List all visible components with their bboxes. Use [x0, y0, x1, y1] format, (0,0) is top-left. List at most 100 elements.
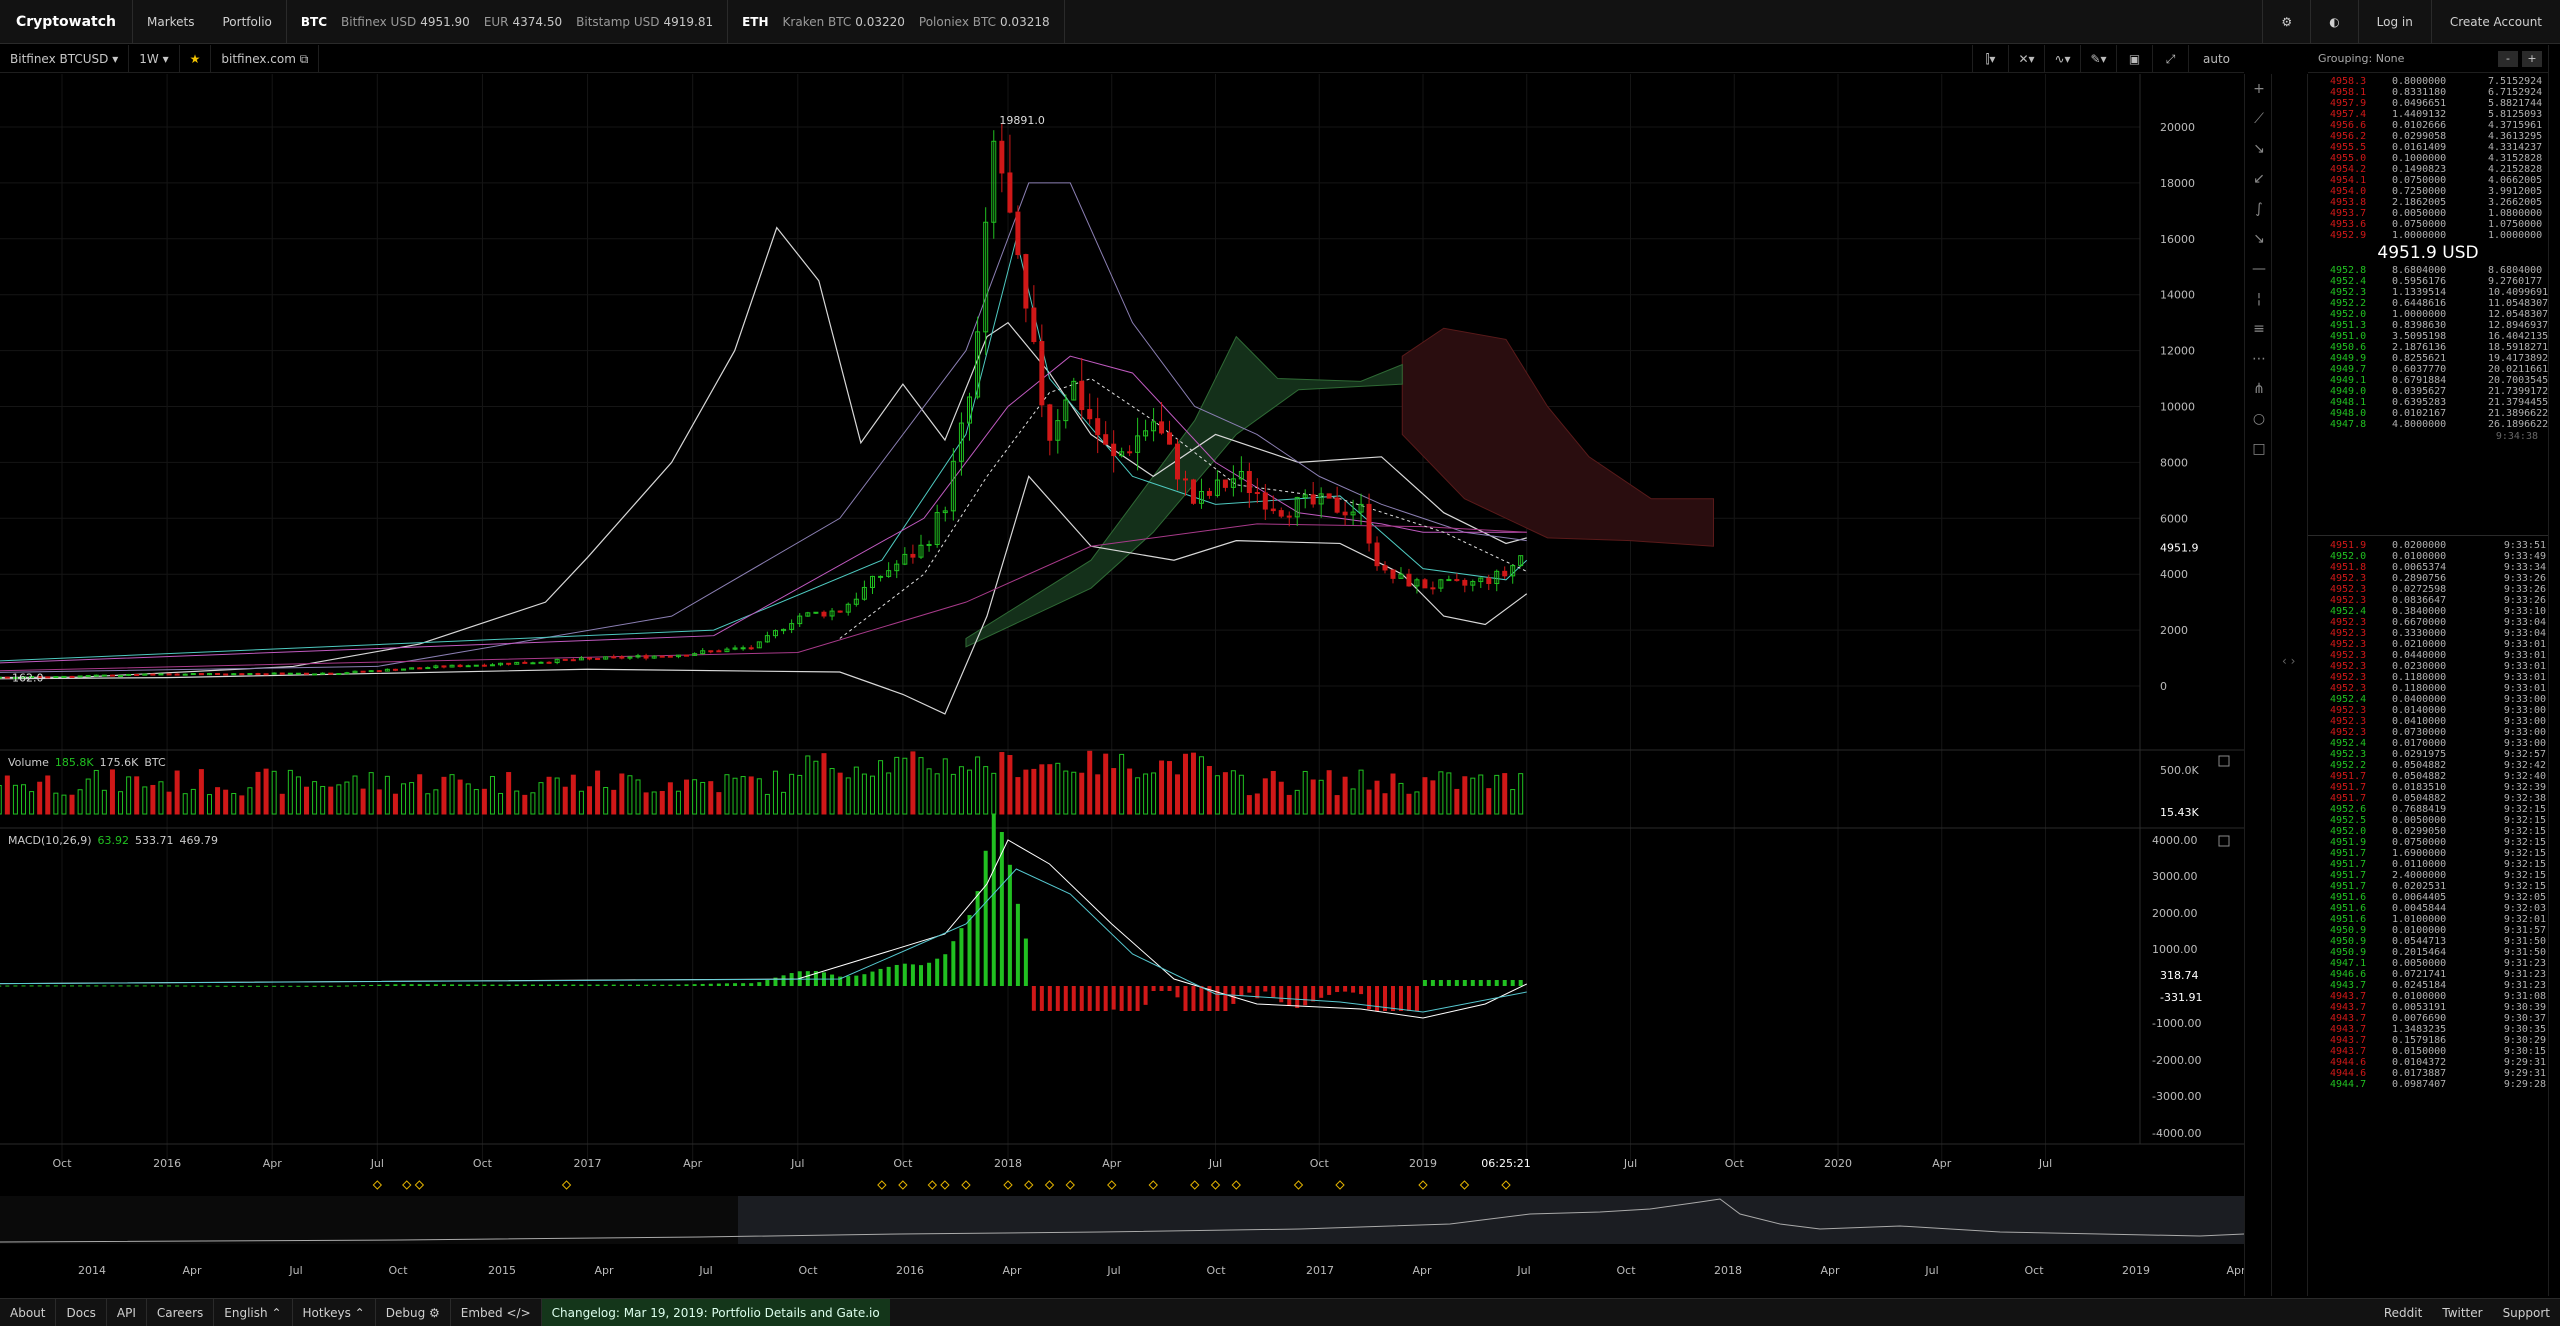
footer-docs[interactable]: Docs	[56, 1298, 107, 1326]
btc-ticker-group[interactable]: BTC Bitfinex USD 4951.90 EUR 4374.50 Bitst…	[287, 0, 727, 44]
embed-button[interactable]: Embed </>	[451, 1298, 542, 1326]
trade-amount: 0.0110000	[2392, 859, 2447, 870]
trendline-icon[interactable]: ⟋	[2254, 111, 2264, 127]
settings-gear-icon[interactable]: ⚙	[2262, 0, 2310, 44]
ask-row[interactable]: 4955.5 0.0161409 4.3314237	[2308, 142, 2548, 153]
footer-support[interactable]: Support	[2502, 1305, 2550, 1320]
trade-price: 4952.3	[2330, 749, 2367, 760]
bid-row[interactable]: 4952.2 0.6448616 11.0548307	[2308, 298, 2548, 309]
bid-row[interactable]: 4949.1 0.6791884 20.7003545	[2308, 375, 2548, 386]
interval-selector[interactable]: 1W ▾	[129, 44, 180, 73]
save-image-icon[interactable]: ▣	[2116, 45, 2152, 73]
arrow-icon[interactable]: ↙	[2253, 171, 2265, 187]
nav-markets[interactable]: Markets	[146, 14, 195, 29]
footer-api[interactable]: API	[107, 1298, 147, 1326]
bid-row[interactable]: 4947.8 4.8000000 26.1896622	[2308, 419, 2548, 430]
macd-histogram-bar	[304, 985, 309, 987]
btc-ticker-eur[interactable]: EUR 4374.50	[483, 14, 563, 29]
add-tool-icon[interactable]: +	[2253, 81, 2265, 97]
bid-row[interactable]: 4952.3 1.1339514 10.4099691	[2308, 287, 2548, 298]
ask-row[interactable]: 4957.9 0.0496651 5.8821744	[2308, 98, 2548, 109]
market-selector[interactable]: Bitfinex BTCUSD ▾	[0, 44, 130, 73]
draw-pencil-icon[interactable]: ✎▾	[2080, 45, 2116, 73]
chart-type-icon[interactable]: ⫿▾	[1972, 45, 2008, 73]
bid-row[interactable]: 4949.9 0.8255621 19.4173892	[2308, 353, 2548, 364]
bid-row[interactable]: 4951.3 0.8398630 12.8946937	[2308, 320, 2548, 331]
bid-row[interactable]: 4952.0 1.0000000 12.0548307	[2308, 309, 2548, 320]
language-selector[interactable]: English ⌃	[214, 1298, 293, 1326]
ask-row[interactable]: 4958.1 0.8331180 6.7152924	[2308, 87, 2548, 98]
bid-row[interactable]: 4948.1 0.6395283 21.3794455	[2308, 397, 2548, 408]
bid-row[interactable]: 4952.8 8.6804000 8.6804000	[2308, 265, 2548, 276]
scale-auto-toggle[interactable]: auto	[2188, 45, 2244, 73]
fib-icon[interactable]: ≡	[2253, 321, 2265, 337]
ask-row[interactable]: 4953.6 0.0750000 1.0750000	[2308, 219, 2548, 230]
channel-icon[interactable]: ⋯	[2252, 351, 2266, 367]
exchange-link[interactable]: bitfinex.com ⧉	[211, 44, 320, 73]
bid-row[interactable]: 4951.0 3.5095198 16.4042135	[2308, 331, 2548, 342]
candle-body	[910, 553, 916, 558]
macd-histogram-bar	[830, 974, 835, 986]
footer-reddit[interactable]: Reddit	[2383, 1305, 2423, 1320]
bid-row[interactable]: 4949.7 0.6037770 20.0211661	[2308, 364, 2548, 375]
eth-ticker-kraken[interactable]: Kraken BTC 0.03220	[782, 14, 905, 29]
ray-icon[interactable]: ↘	[2253, 141, 2265, 157]
event-marker	[1148, 1180, 1158, 1190]
favorite-star-icon[interactable]: ★	[180, 44, 212, 73]
brand-logo[interactable]: Cryptowatch	[0, 0, 133, 44]
footer-twitter[interactable]: Twitter	[2442, 1305, 2483, 1320]
btc-ticker-bitstamp[interactable]: Bitstamp USD 4919.81	[576, 14, 714, 29]
price-chart[interactable]: 0 2000 4000 6000 8000 10000 12000 14000 16000 180…	[0, 74, 2246, 1296]
ask-row[interactable]: 4958.3 0.8000000 7.5152924	[2308, 76, 2548, 87]
ask-row[interactable]: 4953.8 2.1862005 3.2662005	[2308, 197, 2548, 208]
bid-row[interactable]: 4952.4 0.5956176 9.2760177	[2308, 276, 2548, 287]
grouping-minus-button[interactable]: -	[2498, 50, 2518, 67]
hotkeys-menu[interactable]: Hotkeys ⌃	[293, 1298, 376, 1326]
bid-row[interactable]: 4949.0 0.0395627 21.7399172	[2308, 386, 2548, 397]
total-cell: 10.4099691	[2488, 287, 2549, 298]
crosshair-icon[interactable]: ✕▾	[2008, 45, 2044, 73]
fullscreen-icon[interactable]: ⤢	[2152, 45, 2188, 73]
ask-row[interactable]: 4955.0 0.1000000 4.3152828	[2308, 153, 2548, 164]
create-account-button[interactable]: Create Account	[2430, 0, 2560, 44]
vline-icon[interactable]: ¦	[2256, 291, 2262, 307]
btc-ticker-bitfinex[interactable]: Bitfinex USD 4951.90	[341, 14, 470, 29]
ask-row[interactable]: 4953.7 0.0050000 1.0800000	[2308, 208, 2548, 219]
eth-ticker-poloniex[interactable]: Poloniex BTC 0.03218	[918, 14, 1050, 29]
changelog-banner[interactable]: Changelog: Mar 19, 2019: Portfolio Detai…	[541, 1298, 890, 1326]
ask-row[interactable]: 4954.2 0.1490823 4.2152828	[2308, 164, 2548, 175]
indicator-icon[interactable]: ∿▾	[2044, 45, 2080, 73]
curve-icon[interactable]: ∫	[2255, 201, 2263, 217]
ask-row[interactable]: 4956.6 0.0102666 4.3715961	[2308, 120, 2548, 131]
footer-about[interactable]: About	[0, 1298, 57, 1326]
circle-icon[interactable]: ○	[2252, 411, 2266, 427]
nav-portfolio[interactable]: Portfolio	[222, 14, 272, 29]
pitchfork-icon[interactable]: ⋔	[2253, 381, 2265, 397]
footer-careers[interactable]: Careers	[147, 1298, 215, 1326]
login-button[interactable]: Log in	[2357, 0, 2431, 44]
eth-ticker-group[interactable]: ETH Kraken BTC 0.03220 Poloniex BTC 0.0321…	[728, 0, 1064, 44]
hline-icon[interactable]: —	[2252, 261, 2266, 277]
ask-row[interactable]: 4957.4 1.4409132 5.8125093	[2308, 109, 2548, 120]
rectangle-icon[interactable]: □	[2252, 441, 2266, 457]
ask-row[interactable]: 4956.2 0.0299058 4.3613295	[2308, 131, 2548, 142]
debug-button[interactable]: Debug ⚙	[376, 1298, 451, 1326]
theme-icon[interactable]: ◐	[2310, 0, 2357, 44]
volume-bar	[109, 769, 115, 815]
macd-histogram-bar	[1319, 986, 1324, 998]
ask-row[interactable]: 4952.9 1.0000000 1.0000000	[2308, 230, 2548, 241]
arrow-down-icon[interactable]: ↘	[2253, 231, 2265, 247]
grouping-plus-button[interactable]: +	[2522, 50, 2542, 67]
ask-row[interactable]: 4954.1 0.0750000 4.0662005	[2308, 175, 2548, 186]
chart-canvas[interactable]: 0 2000 4000 6000 8000 10000 12000 14000 16000 180…	[0, 74, 2246, 1296]
right-collapse[interactable]	[2548, 45, 2560, 1296]
ask-row[interactable]: 4954.0 0.7250000 3.9912005	[2308, 186, 2548, 197]
bid-row[interactable]: 4950.6 2.1876136 18.5918271	[2308, 342, 2548, 353]
trade-amount: 0.6670000	[2392, 617, 2447, 628]
candle-body	[748, 647, 754, 650]
sidebar-collapse[interactable]: ‹ ›	[2272, 74, 2308, 1296]
chevron-collapse-icon[interactable]: ‹ ›	[2282, 654, 2296, 668]
grouping-value[interactable]: None	[2375, 52, 2405, 65]
bid-row[interactable]: 4948.0 0.0102167 21.3896622	[2308, 408, 2548, 419]
nav-separator	[727, 0, 729, 44]
